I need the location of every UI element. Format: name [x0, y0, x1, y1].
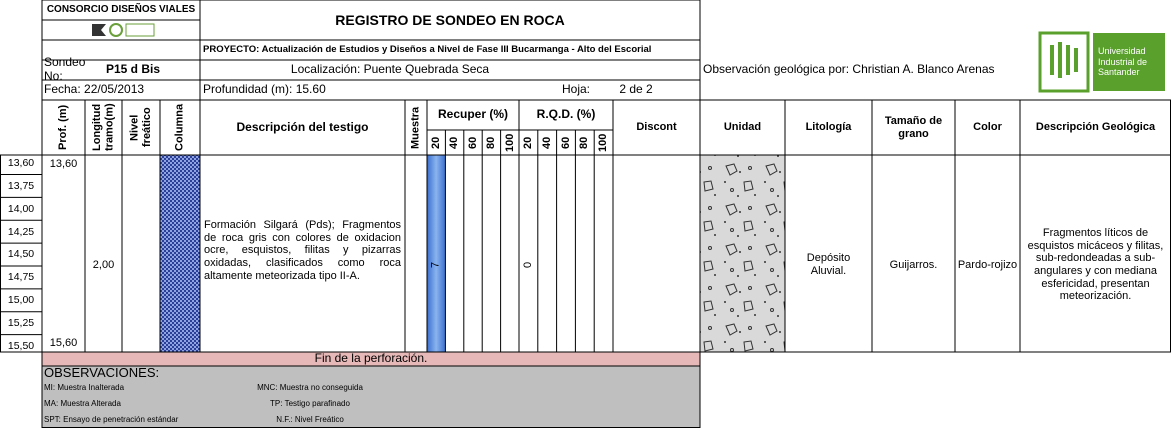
- legend-item: MNC: Muestra no conseguida: [257, 383, 363, 393]
- col-tamano: Tamaño de grano: [884, 114, 943, 140]
- rqd-tick: 40: [540, 136, 553, 149]
- recovery-bar: [427, 155, 446, 352]
- depth-label: 13,60: [7, 156, 35, 169]
- consortium: CONSORCIO DISEÑOS VIALES: [46, 4, 196, 16]
- legend-item: MA: Muestra Alterada: [44, 399, 121, 409]
- depth-label: 14,75: [7, 271, 35, 284]
- depth-label: 13,75: [7, 179, 35, 192]
- recuper-tick: 20: [429, 136, 442, 149]
- project: PROYECTO: Actualización de Estudios y Di…: [203, 43, 652, 55]
- recuper-tick: 100: [503, 133, 516, 152]
- prof-top: 13,60: [49, 157, 78, 170]
- desc-geo: Fragmentos líticos de esquistos micáceos…: [1027, 227, 1164, 303]
- columna-pattern: [160, 155, 200, 352]
- legend-item: N.F.: Nivel Freático: [276, 415, 344, 425]
- col-prof: Prof. (m): [57, 104, 70, 151]
- col-longitud: Longitud tramo(m): [90, 103, 116, 152]
- col-litologia: Litología: [805, 121, 852, 134]
- col-unidad: Unidad: [723, 121, 762, 134]
- col-rqd: R.Q.D. (%): [536, 107, 596, 122]
- depth-label: 14,50: [7, 248, 35, 261]
- rqd-tick: 80: [578, 136, 591, 149]
- fecha: Fecha: 22/05/2013: [44, 82, 145, 97]
- legend-item: MI: Muestra Inalterada: [44, 383, 125, 393]
- legend-item: TP: Testigo parafinado: [270, 399, 350, 409]
- rqd-label: 0: [522, 261, 535, 269]
- sondeo: P15 d Bis: [106, 62, 161, 77]
- col-color: Color: [973, 121, 1002, 134]
- depth-label: 15,25: [7, 317, 35, 330]
- logos: [92, 23, 1165, 93]
- rqd-tick: 100: [597, 133, 610, 152]
- color: Pardo-rojizo: [957, 258, 1018, 271]
- col-muestra: Muestra: [409, 106, 422, 149]
- fin: Fin de la perforación.: [314, 351, 428, 366]
- recuper-tick: 80: [485, 136, 498, 149]
- recuper-tick: 60: [466, 136, 479, 149]
- depth-label: 15,50: [7, 339, 35, 352]
- recuper-tick: 40: [448, 136, 461, 149]
- rqd-tick: 20: [522, 136, 535, 149]
- descripcion: Formación Silgará (Pds); Fragmentos de r…: [204, 219, 401, 282]
- hoja: 2 de 2: [619, 82, 653, 97]
- depth-label: 15,00: [7, 294, 35, 307]
- col-columna: Columna: [173, 103, 186, 152]
- col-nivel: Nivel freático: [128, 107, 153, 148]
- col-desc-geo: Descripción Geológica: [1035, 121, 1156, 134]
- title: REGISTRO DE SONDEO EN ROCA: [335, 11, 565, 28]
- depth-label: 14,25: [7, 225, 35, 238]
- legend-item: SPT: Ensayo de penetración estándar: [44, 415, 179, 425]
- depth-label: 14,00: [7, 202, 35, 215]
- col-discont: Discont: [636, 121, 677, 134]
- prof-bottom: 15,60: [49, 336, 78, 349]
- unidad-pattern: [700, 155, 785, 352]
- university: Universidad Industrial de Santander: [1098, 46, 1148, 78]
- obs-area: [42, 366, 700, 428]
- longitud: 2,00: [92, 258, 115, 271]
- recuper-label: 7: [429, 261, 442, 269]
- sondeo-label: Sondeo No:: [44, 55, 86, 83]
- localizacion: Localización: Puente Quebrada Seca: [290, 62, 490, 77]
- observer: Observación geológica por: Christian A. …: [703, 62, 995, 77]
- profundidad: Profundidad (m): 15.60: [203, 82, 326, 97]
- tamano: Guijarros.: [889, 258, 938, 271]
- observaciones: OBSERVACIONES:: [44, 364, 160, 380]
- litologia: Depósito Aluvial.: [806, 252, 851, 277]
- col-recuper: Recuper (%): [437, 107, 508, 122]
- col-descripcion: Descripción del testigo: [236, 119, 369, 134]
- hoja-label: Hoja:: [562, 82, 591, 97]
- rqd-tick: 60: [559, 136, 572, 149]
- fin-row: [42, 352, 700, 366]
